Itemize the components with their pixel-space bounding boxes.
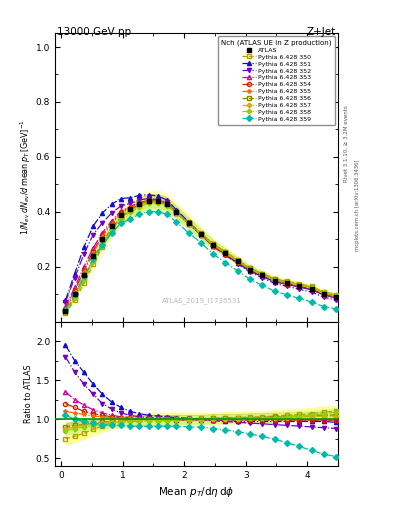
Text: Rivet 3.1.10, ≥ 3.2M events: Rivet 3.1.10, ≥ 3.2M events [344,105,349,182]
Text: Z+Jet: Z+Jet [307,27,336,37]
Text: 13000 GeV pp: 13000 GeV pp [57,27,131,37]
Text: mcplots.cern.ch [arXiv:1306.3436]: mcplots.cern.ch [arXiv:1306.3436] [355,159,360,250]
X-axis label: Mean $p_T/\mathrm{d}\eta\,\mathrm{d}\phi$: Mean $p_T/\mathrm{d}\eta\,\mathrm{d}\phi… [158,485,235,499]
Text: ATLAS_2019_I1736531: ATLAS_2019_I1736531 [162,297,242,305]
Y-axis label: Ratio to ATLAS: Ratio to ATLAS [24,365,33,423]
Y-axis label: $1/N_{ev}\,dN_{ev}/d\,\mathrm{mean}\,p_T\,[\mathrm{GeV}]^{-1}$: $1/N_{ev}\,dN_{ev}/d\,\mathrm{mean}\,p_T… [18,119,33,236]
Legend: ATLAS, Pythia 6.428 350, Pythia 6.428 351, Pythia 6.428 352, Pythia 6.428 353, P: ATLAS, Pythia 6.428 350, Pythia 6.428 35… [218,36,335,125]
